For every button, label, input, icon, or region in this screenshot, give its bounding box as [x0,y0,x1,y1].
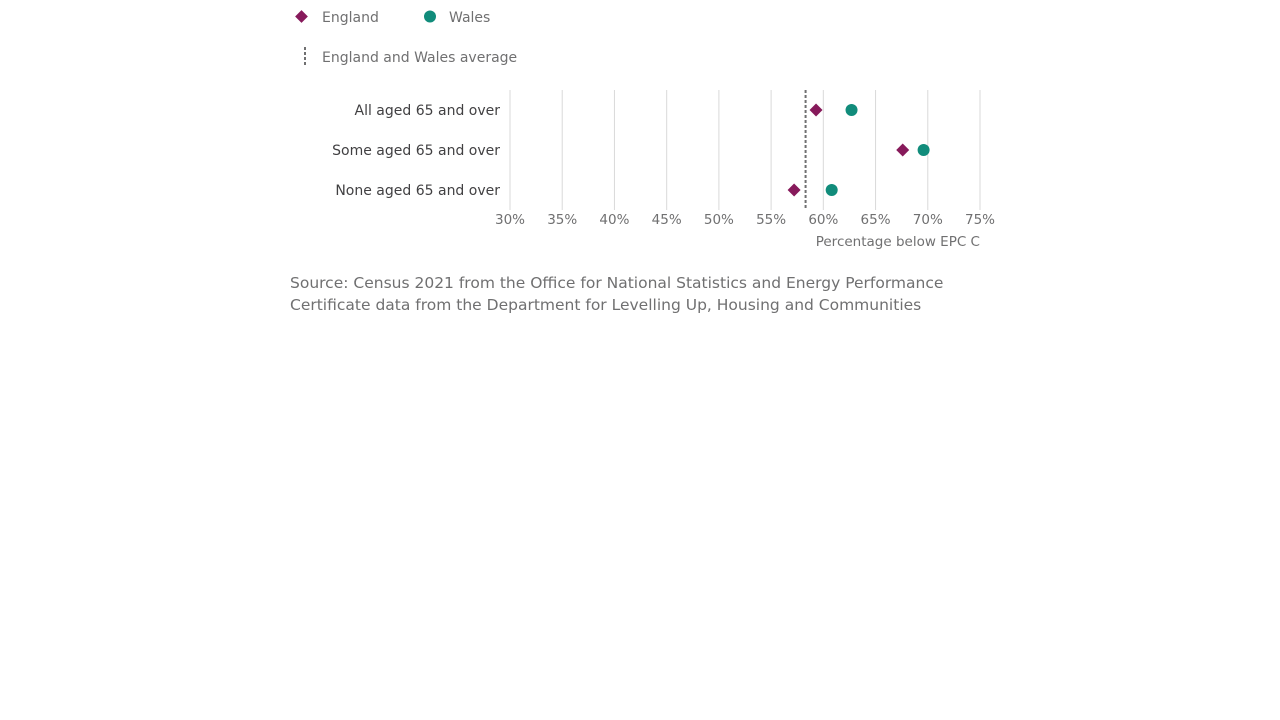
x-tick-label-75: 75% [965,212,995,228]
legend-england-diamond-icon [295,10,308,23]
england-marker-3 [787,183,801,197]
x-tick-labels: 30% 35% 40% 45% 50% 55% 60% 65% 70% 75% [495,212,995,228]
legend-wales-circle-icon [424,10,436,23]
wales-marker-2 [917,144,930,156]
x-tick-label-40: 40% [599,212,629,228]
source-note: Source: Census 2021 from the Office for … [290,274,944,314]
wales-marker-1 [845,104,858,116]
legend-item-wales[interactable]: Wales [424,10,490,26]
x-tick-label-35: 35% [547,212,577,228]
category-labels: All aged 65 and over Some aged 65 and ove… [332,103,500,199]
x-axis-title: Percentage below EPC C [816,234,980,250]
legend-item-england[interactable]: England [295,10,379,26]
legend-wales-label: Wales [449,10,490,26]
gridlines [509,90,981,210]
x-tick-label-55: 55% [756,212,786,228]
wales-marker-3 [825,184,838,196]
x-tick-label-60: 60% [808,212,838,228]
england-marker-2 [896,143,910,157]
legend-england-label: England [322,10,379,26]
legend: England Wales England and Wales average [295,10,517,67]
x-tick-label-65: 65% [861,212,891,228]
category-label-1: All aged 65 and over [355,103,501,119]
england-marker-1 [809,103,823,117]
chart: All aged 65 and over Some aged 65 and ove… [295,10,995,250]
x-tick-label-70: 70% [913,212,943,228]
category-label-2: Some aged 65 and over [332,143,500,159]
x-tick-label-30: 30% [495,212,525,228]
x-tick-label-45: 45% [652,212,682,228]
data-markers [787,103,930,197]
legend-item-average[interactable]: England and Wales average [304,47,517,67]
x-tick-label-50: 50% [704,212,734,228]
category-label-3: None aged 65 and over [335,183,500,199]
legend-average-label: England and Wales average [322,50,517,66]
